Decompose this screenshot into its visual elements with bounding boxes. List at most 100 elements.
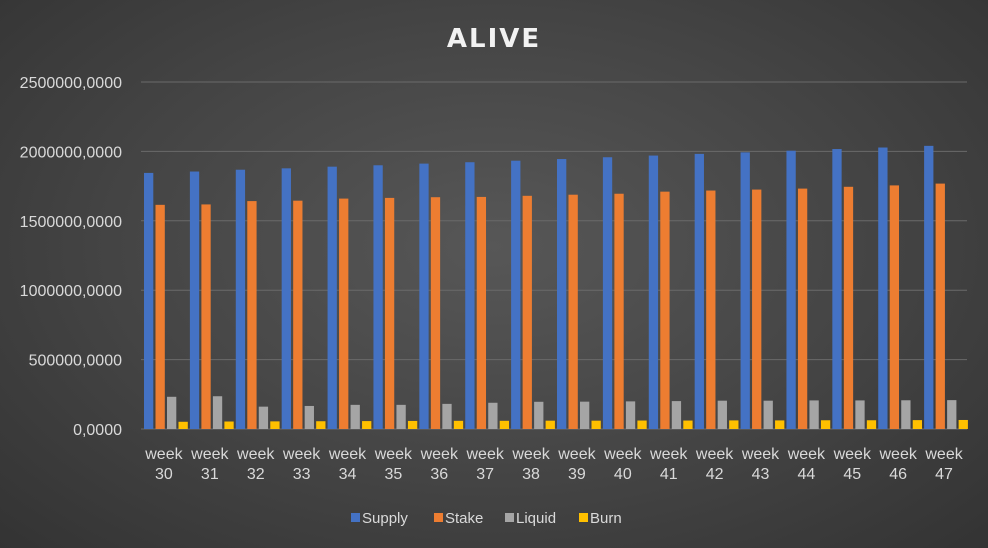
bar-stake xyxy=(339,198,349,429)
bar-stake xyxy=(706,190,716,429)
x-tick-label: week 36 xyxy=(420,446,459,483)
y-tick-label: 2000000,0000 xyxy=(20,144,122,161)
bar-liquid xyxy=(396,404,406,429)
bar-liquid xyxy=(167,396,177,429)
bar-burn xyxy=(316,421,326,429)
bar-stake xyxy=(201,204,211,429)
bar-liquid xyxy=(304,405,314,429)
bar-liquid xyxy=(350,404,360,429)
legend-item-liquid: Liquid xyxy=(505,510,556,527)
bar-liquid xyxy=(947,400,957,429)
bar-supply xyxy=(373,165,383,429)
bar-supply xyxy=(419,163,429,430)
bar-supply xyxy=(786,150,796,429)
x-tick-label: week 34 xyxy=(328,446,367,483)
bar-stake xyxy=(614,193,624,429)
bar-stake xyxy=(568,194,578,429)
bar-burn xyxy=(912,420,923,429)
bar-burn xyxy=(224,421,234,429)
bar-burn xyxy=(820,420,831,429)
gridlines xyxy=(141,81,967,430)
bar-supply xyxy=(189,171,200,429)
bar-liquid xyxy=(717,400,727,429)
bar-burn xyxy=(362,421,372,429)
legend-label: Stake xyxy=(445,510,483,527)
bar-liquid xyxy=(258,406,269,429)
bar-supply xyxy=(235,169,246,429)
bar-stake xyxy=(293,200,303,429)
x-tick-label: week 39 xyxy=(557,446,596,483)
bar-burn xyxy=(729,420,739,429)
bar-liquid xyxy=(763,400,773,429)
bar-burn xyxy=(683,420,693,429)
bar-supply xyxy=(878,147,888,429)
bar-supply xyxy=(465,162,475,430)
bar-liquid xyxy=(442,403,452,429)
chart-title: ALIVE xyxy=(447,24,541,54)
bar-supply xyxy=(740,152,750,430)
bar-supply xyxy=(144,172,154,429)
bar-supply xyxy=(694,153,704,429)
x-tick-label: week 37 xyxy=(465,446,504,483)
x-tick-label: week 35 xyxy=(374,446,413,483)
bar-liquid xyxy=(534,401,544,429)
bar-liquid xyxy=(809,400,819,429)
bar-stake xyxy=(935,183,945,429)
bar-stake xyxy=(660,191,670,429)
legend-swatch xyxy=(505,513,514,522)
x-tick-label: week 40 xyxy=(603,446,642,483)
x-tick-label: week 30 xyxy=(144,446,183,483)
x-tick-label: week 47 xyxy=(924,446,963,483)
x-tick-label: week 31 xyxy=(190,446,229,483)
legend-label: Liquid xyxy=(516,510,556,527)
bar-supply xyxy=(511,160,521,430)
bar-liquid xyxy=(580,401,590,429)
bar-stake xyxy=(384,197,395,429)
bar-supply xyxy=(832,149,842,429)
bar-burn xyxy=(958,419,968,429)
bar-burn xyxy=(270,421,280,429)
bar-stake xyxy=(522,195,532,429)
legend-label: Supply xyxy=(362,510,408,527)
bar-liquid xyxy=(212,396,223,429)
y-tick-label: 500000,0000 xyxy=(29,353,123,370)
bar-stake xyxy=(476,196,487,429)
bars xyxy=(144,145,968,430)
bar-stake xyxy=(430,197,441,429)
x-tick-label: week 42 xyxy=(695,446,734,483)
bar-burn xyxy=(499,420,510,429)
legend-swatch xyxy=(579,513,588,522)
bar-liquid xyxy=(625,401,636,429)
bar-burn xyxy=(407,420,418,429)
legend-item-burn: Burn xyxy=(579,510,622,527)
y-tick-label: 1000000,0000 xyxy=(20,283,122,300)
y-tick-label: 1500000,0000 xyxy=(20,214,122,231)
bar-liquid xyxy=(671,401,682,429)
x-tick-label: week 44 xyxy=(787,446,826,483)
bar-supply xyxy=(924,145,934,429)
bar-supply xyxy=(602,157,613,429)
bar-liquid xyxy=(901,400,911,429)
bar-liquid xyxy=(488,402,498,429)
bar-burn xyxy=(637,420,647,429)
bar-burn xyxy=(775,420,785,429)
x-tick-label: week 43 xyxy=(741,446,780,483)
bar-supply xyxy=(557,159,567,429)
x-tick-label: week 38 xyxy=(511,446,550,483)
bar-burn xyxy=(178,421,188,429)
legend-label: Burn xyxy=(590,510,622,527)
bar-supply xyxy=(281,168,291,429)
bar-stake xyxy=(843,186,854,429)
y-tick-label: 0,0000 xyxy=(73,422,122,439)
bar-stake xyxy=(797,188,808,429)
y-axis-tick-labels: 0,0000 500000,0000 1000000,0000 1500000,000… xyxy=(20,75,122,439)
bar-stake xyxy=(247,201,257,429)
legend: Supply Stake Liquid Burn xyxy=(351,510,622,527)
x-tick-label: week 32 xyxy=(236,446,275,483)
bar-stake xyxy=(889,185,900,429)
bar-burn xyxy=(545,420,555,429)
legend-item-supply: Supply xyxy=(351,510,408,527)
legend-swatch xyxy=(351,513,360,522)
